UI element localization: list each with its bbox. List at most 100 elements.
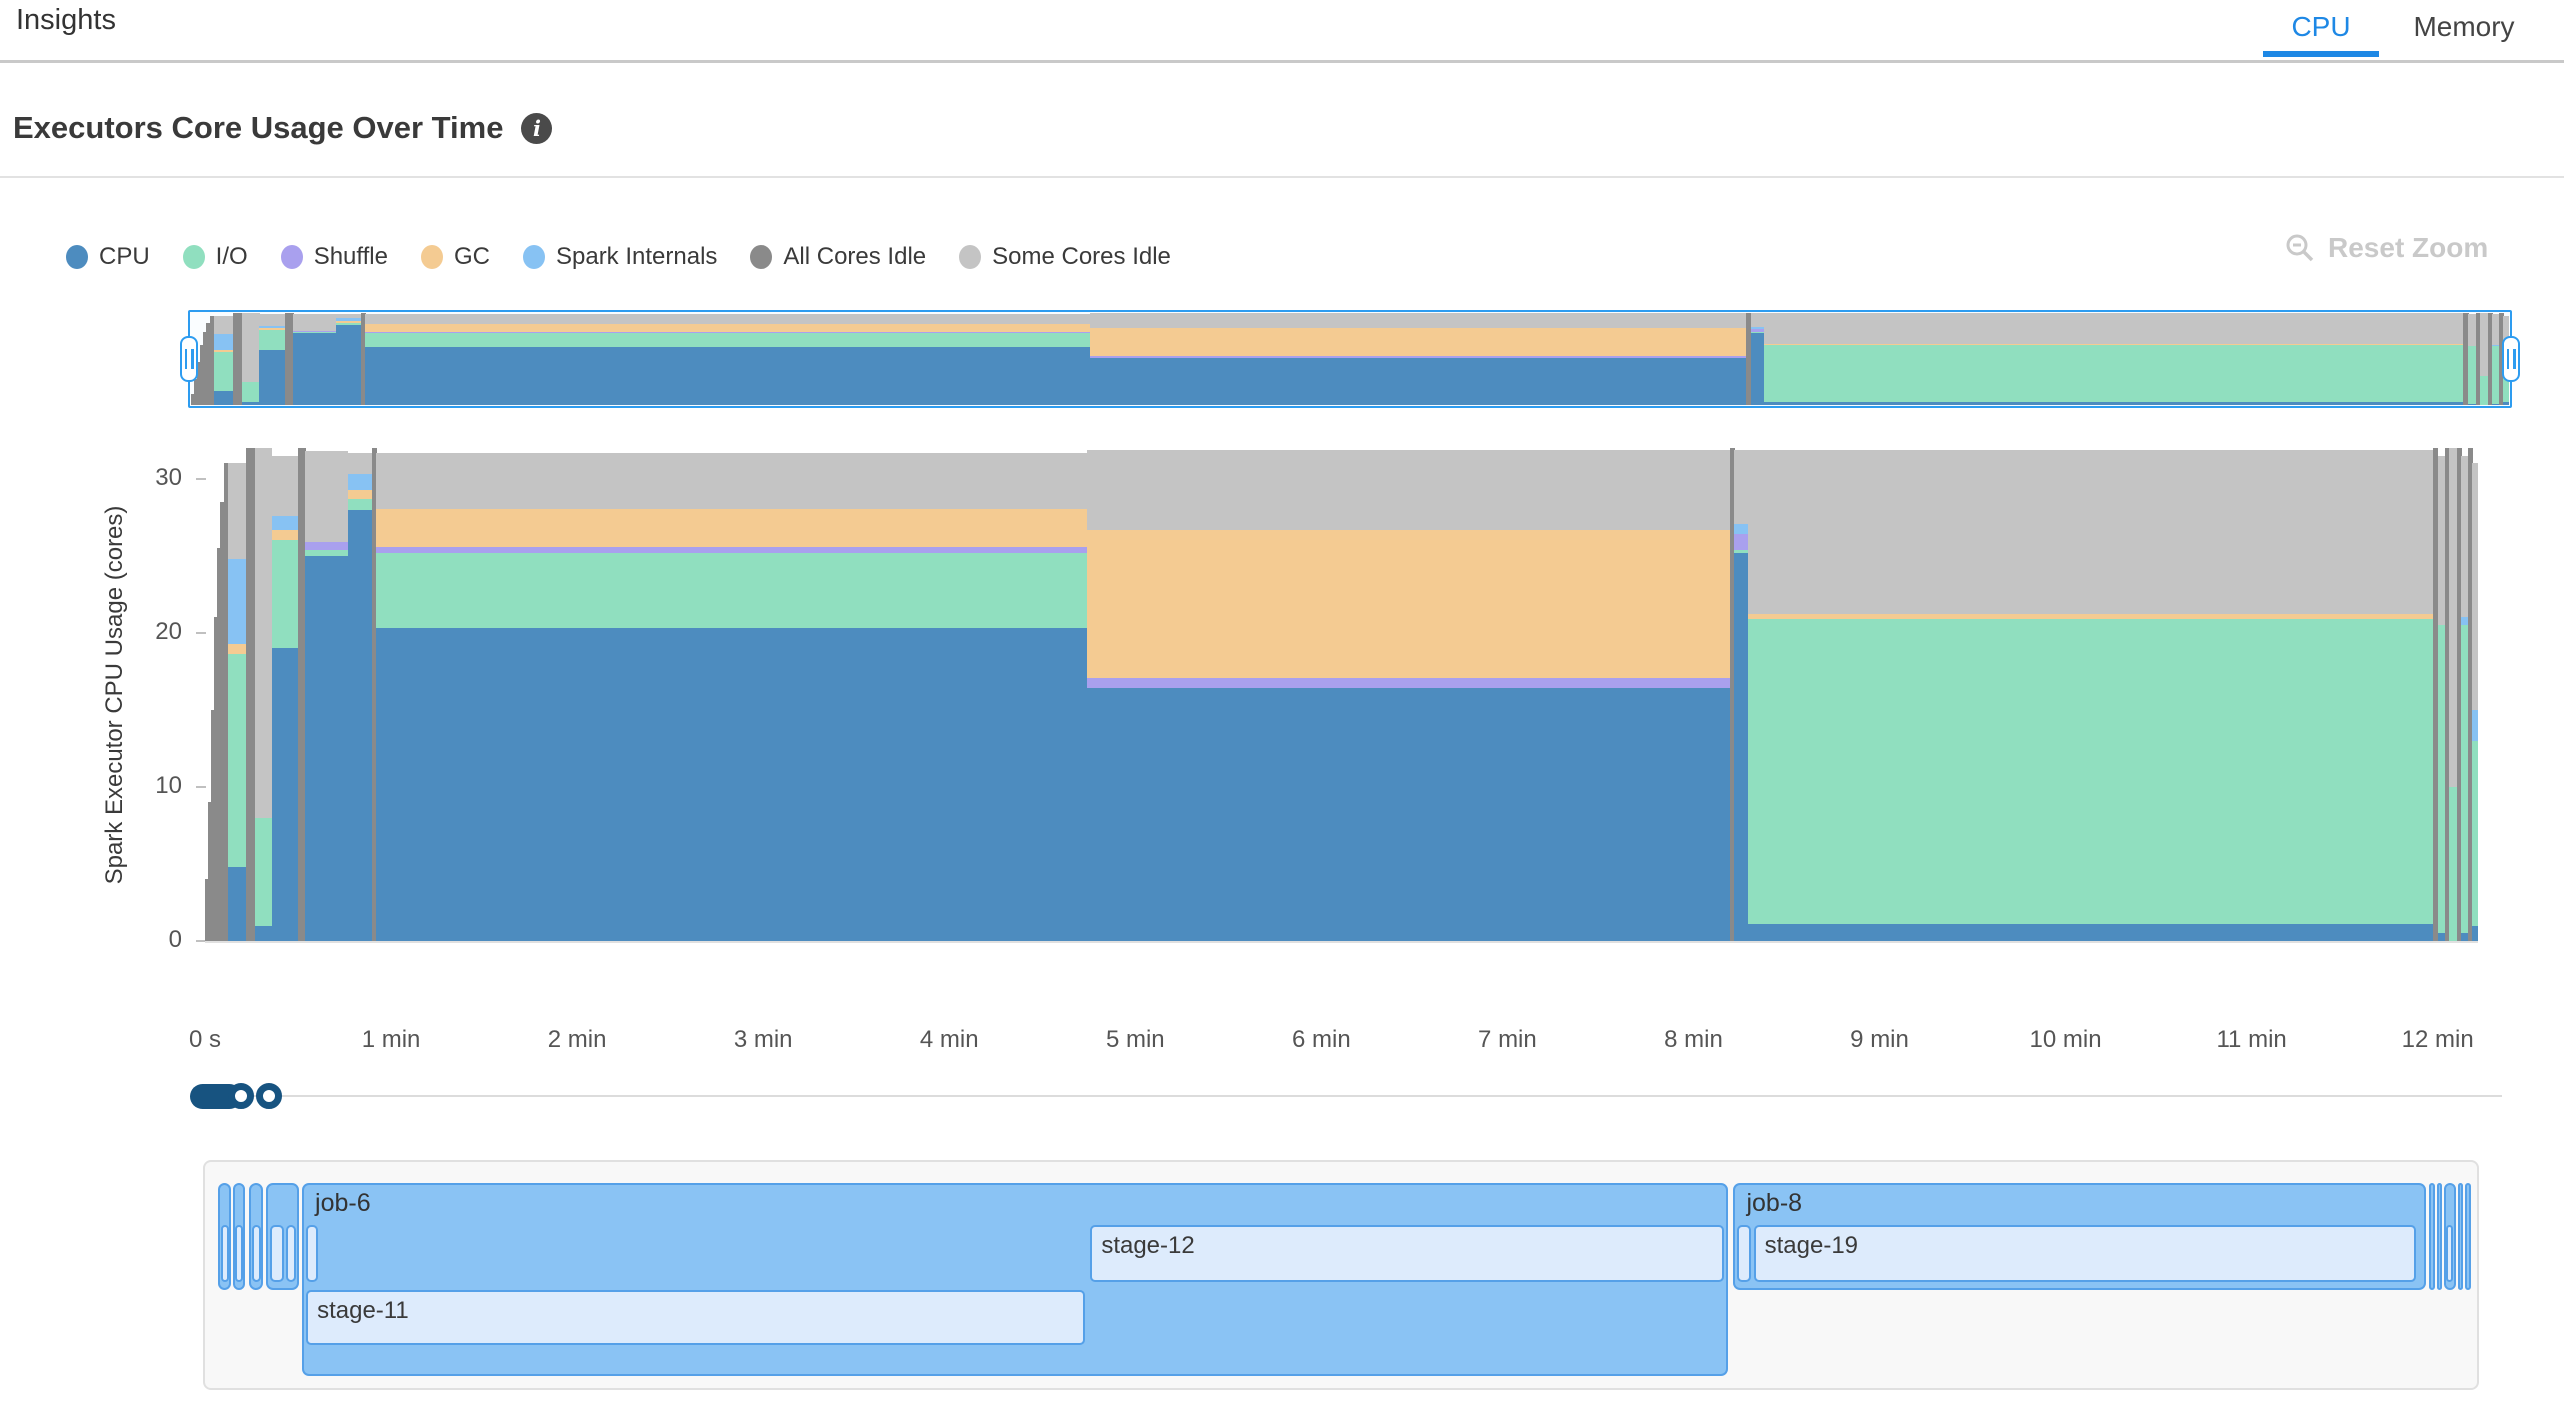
job-bar[interactable] — [2457, 1183, 2463, 1290]
area-segment-gc — [375, 508, 1088, 548]
area-segment-all-cores-idle — [207, 802, 212, 941]
stage-bar[interactable] — [220, 1225, 229, 1282]
legend-label: All Cores Idle — [783, 243, 927, 270]
legend-label: Spark Internals — [555, 243, 718, 270]
area-segment-cpu — [304, 555, 349, 941]
area-segment-some-cores-idle — [2437, 455, 2447, 626]
job-bar[interactable] — [2428, 1183, 2435, 1290]
cpu-legend-dot-icon — [66, 245, 88, 269]
chart-legend: CPU I/O Shuffle GC Spark Internals All Cores … — [66, 243, 1171, 271]
area-segment-io — [1747, 619, 2435, 925]
section-heading-row: Executors Core Usage Over Time i — [13, 110, 553, 146]
area-segment-gc — [336, 320, 362, 323]
area-segment-some-cores-idle — [1750, 313, 1766, 328]
all-cores-idle-legend-dot-icon — [750, 245, 773, 269]
stage-bar[interactable] — [270, 1225, 285, 1282]
zoom-slider-handle-left[interactable] — [228, 1083, 254, 1109]
stage-bar[interactable] — [306, 1225, 319, 1282]
spark-internals-legend-dot-icon — [522, 245, 545, 269]
area-segment-all-cores-idle — [220, 501, 225, 941]
stage-bar-stage-12[interactable]: stage-12 — [1090, 1225, 1725, 1282]
area-segment-io — [214, 351, 235, 392]
stage-bar-stage-19[interactable]: stage-19 — [1753, 1225, 2416, 1282]
legend-label: CPU — [99, 243, 150, 270]
legend-item-shuffle[interactable]: Shuffle — [280, 243, 388, 271]
area-segment-shuffle — [292, 330, 338, 332]
area-segment-spark-internals — [2491, 344, 2500, 347]
area-segment-all-cores-idle — [2463, 313, 2469, 405]
area-segment-io — [2491, 346, 2500, 404]
area-segment-cpu — [1764, 401, 2465, 405]
main-chart-plot-area[interactable] — [205, 448, 2478, 941]
legend-item-some-cores-idle[interactable]: Some Cores Idle — [959, 243, 1171, 271]
job-bar[interactable] — [2464, 1183, 2471, 1290]
area-segment-io — [365, 332, 1092, 347]
area-segment-io — [2472, 740, 2478, 926]
area-segment-io — [2437, 625, 2447, 934]
area-segment-gc — [1086, 529, 1731, 678]
legend-label: I/O — [215, 243, 248, 270]
stage-bar[interactable] — [1737, 1225, 1751, 1282]
legend-label: Some Cores Idle — [992, 243, 1171, 270]
stage-label: stage-11 — [317, 1297, 409, 1324]
area-segment-spark-internals — [227, 558, 248, 644]
area-segment-all-cores-idle — [361, 313, 366, 405]
area-segment-some-cores-idle — [304, 451, 349, 542]
zoom-slider-track[interactable] — [190, 1095, 2502, 1097]
area-segment-all-cores-idle — [1746, 313, 1752, 405]
area-segment-cpu — [254, 925, 273, 941]
area-segment-io — [227, 654, 248, 868]
x-tick-label: 10 min — [2029, 1026, 2102, 1053]
area-segment-cpu — [1734, 552, 1749, 941]
area-segment-io — [2479, 376, 2489, 405]
legend-item-io[interactable]: I/O — [182, 243, 248, 271]
stage-bar[interactable] — [2445, 1225, 2454, 1282]
page-title: Insights — [16, 4, 116, 36]
x-tick-label: 8 min — [1664, 1026, 1723, 1053]
tab-memory[interactable]: Memory — [2413, 11, 2515, 42]
brush-handle-left[interactable] — [180, 336, 198, 382]
legend-item-cpu[interactable]: CPU — [66, 243, 150, 271]
area-segment-cpu — [2491, 403, 2500, 405]
area-segment-spark-internals — [347, 474, 373, 490]
legend-item-gc[interactable]: GC — [420, 243, 490, 271]
reset-zoom-button[interactable]: Reset Zoom — [2284, 232, 2488, 264]
area-segment-shuffle — [1090, 355, 1747, 358]
area-segment-spark-internals — [1750, 327, 1766, 330]
x-tick-label: 2 min — [547, 1026, 607, 1053]
area-segment-some-cores-idle — [2479, 313, 2489, 377]
area-segment-cpu — [1747, 924, 2435, 941]
zoom-slider-handle-right[interactable] — [256, 1083, 282, 1109]
area-segment-shuffle — [1734, 534, 1749, 550]
area-segment-some-cores-idle — [271, 455, 299, 516]
y-tick-mark — [196, 631, 206, 634]
area-segment-io — [254, 817, 273, 926]
stage-bar[interactable] — [235, 1225, 243, 1282]
stage-label: stage-19 — [1764, 1232, 1859, 1259]
area-segment-spark-internals — [336, 317, 362, 321]
tab-cpu[interactable]: CPU — [2263, 4, 2379, 57]
area-segment-io — [241, 382, 260, 403]
stage-bar-stage-11[interactable]: stage-11 — [306, 1290, 1086, 1345]
legend-label: GC — [453, 243, 490, 270]
section-divider — [0, 176, 2564, 178]
area-segment-some-cores-idle — [1090, 313, 1747, 329]
stage-bar[interactable] — [285, 1225, 297, 1282]
area-segment-spark-internals — [2472, 709, 2478, 741]
legend-item-all-cores-idle[interactable]: All Cores Idle — [750, 243, 926, 271]
area-segment-shuffle — [365, 331, 1092, 333]
area-segment-io — [258, 330, 287, 351]
brush-handle-right[interactable] — [2502, 336, 2520, 382]
area-segment-spark-internals — [2461, 617, 2470, 626]
shuffle-legend-dot-icon — [280, 245, 303, 269]
stage-bar[interactable] — [251, 1225, 261, 1282]
info-icon[interactable]: i — [521, 112, 553, 144]
area-segment-io — [271, 540, 299, 649]
legend-item-spark-internals[interactable]: Spark Internals — [522, 243, 718, 271]
area-segment-io — [2467, 346, 2477, 404]
area-segment-all-cores-idle — [297, 448, 306, 941]
gc-legend-dot-icon — [420, 245, 443, 269]
overview-mini-chart[interactable] — [191, 313, 2509, 405]
job-bar[interactable] — [2436, 1183, 2442, 1290]
area-segment-cpu — [2461, 933, 2470, 941]
